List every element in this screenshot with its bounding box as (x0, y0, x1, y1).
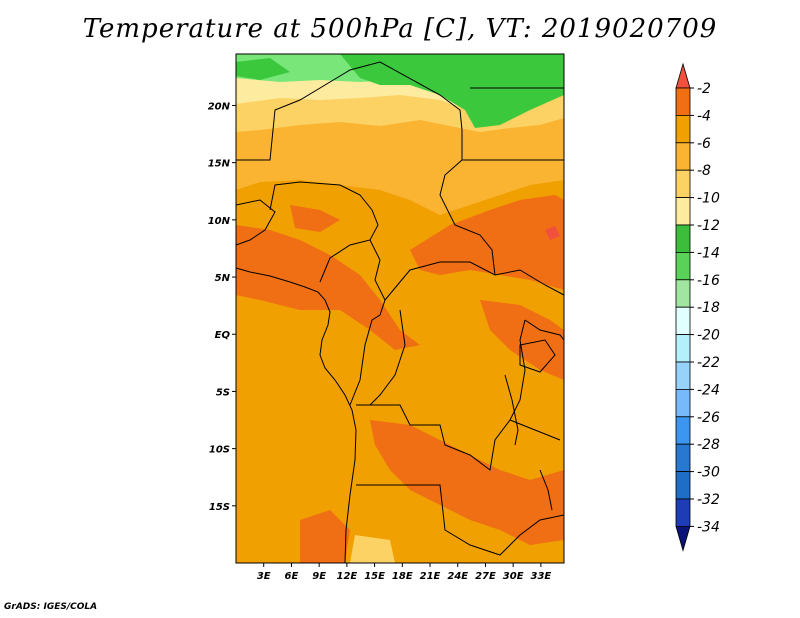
colorbar-label: -24 (697, 382, 720, 398)
field-band-green-west (236, 58, 290, 80)
lat-tick-label: EQ (215, 330, 231, 341)
colorbar-swatch (675, 224, 691, 253)
colorbar-label: -22 (697, 355, 720, 371)
border-mali-west (236, 199, 276, 246)
field-patch-dark-orange-2 (410, 195, 564, 290)
border-cameroon (369, 239, 386, 321)
lat-tick-label: 5N (215, 273, 231, 284)
lon-tick-label: 24E (447, 571, 468, 582)
colorbar-arrow-top (675, 62, 691, 89)
grads-credit: GrADS: IGES/COLA (4, 602, 98, 612)
chart-title: Temperature at 500hPa [C], VT: 201902070… (82, 14, 718, 44)
colorbar-swatch (675, 197, 691, 226)
colorbar-swatch (675, 87, 691, 116)
border-east-africa (509, 319, 564, 441)
colorbar-swatch (675, 471, 691, 500)
field-patch-dark-orange-4 (370, 420, 564, 545)
colorbar-label: -18 (697, 300, 720, 316)
lon-tick-label: 9E (312, 571, 326, 582)
border-congo-drc (349, 309, 406, 406)
lon-tick-label: 27E (475, 571, 496, 582)
field-patch-red (545, 226, 560, 240)
colorbar-swatch (675, 334, 691, 363)
colorbar-label: -16 (697, 273, 720, 289)
colorbar-swatch (675, 251, 691, 281)
longitude-axis: 3E 6E 9E 12E 15E 18E 21E 24E 27E 30E 33E (257, 563, 552, 582)
lat-tick-label: 15N (208, 159, 231, 170)
field-patch-dark-orange-6 (300, 510, 350, 563)
lat-tick-label: 5S (216, 387, 230, 398)
map-frame (235, 53, 565, 564)
coastline-west-africa (236, 267, 357, 563)
border-sudan (462, 87, 564, 161)
colorbar-label: -6 (697, 136, 711, 152)
latitude-axis: 20N 15N 10N 5N EQ 5S 10S 15S (208, 101, 236, 513)
colorbar-swatch (675, 361, 691, 390)
colorbar-label: -14 (697, 245, 720, 261)
colorbar-swatch (675, 279, 691, 308)
colorbar: -2 -4 -6 -8 -10 -12 -14 -16 -18 -20 -22 -24 -26 -28 -3… (675, 62, 720, 552)
colorbar-label: -12 (697, 218, 720, 234)
temperature-field (236, 54, 564, 563)
border-nigeria (269, 181, 379, 283)
colorbar-label: -2 (697, 81, 711, 97)
lon-tick-label: 18E (392, 571, 413, 582)
border-car (384, 261, 564, 301)
border-drc-angola (356, 319, 526, 471)
colorbar-label: -4 (697, 108, 711, 124)
lake-malawi (539, 469, 553, 511)
colorbar-swatch (675, 388, 691, 418)
colorbar-swatch (675, 306, 691, 336)
border-zambia-angola (356, 484, 564, 556)
colorbar-swatch (675, 498, 691, 527)
lat-tick-label: 15S (209, 502, 230, 513)
lon-tick-label: 6E (285, 571, 299, 582)
lat-tick-label: 20N (208, 101, 231, 112)
colorbar-swatch (675, 169, 691, 198)
lon-tick-label: 3E (257, 571, 271, 582)
colorbar-swatch (675, 142, 691, 171)
lon-tick-label: 30E (503, 571, 524, 582)
field-band-green (340, 54, 564, 128)
lat-tick-label: 10S (209, 445, 230, 456)
colorbar-label: -32 (697, 492, 720, 508)
lat-tick-label: 10N (208, 216, 231, 227)
colorbar-swatch (675, 443, 691, 473)
lon-tick-label: 33E (531, 571, 552, 582)
colorbar-label: -30 (697, 465, 720, 481)
colorbar-arrow-bottom (675, 526, 691, 552)
colorbar-label: -8 (697, 163, 711, 179)
colorbar-label: -26 (697, 410, 720, 426)
lon-tick-label: 15E (364, 571, 385, 582)
border-niger-chad (439, 130, 496, 276)
political-boundaries (236, 61, 564, 563)
colorbar-swatch (675, 416, 691, 445)
field-patch-dark-orange-5 (290, 205, 340, 232)
lake-victoria (519, 339, 556, 373)
field-patch-dark-orange-3 (480, 300, 564, 380)
colorbar-label: -28 (697, 437, 720, 453)
lon-tick-label: 12E (336, 571, 357, 582)
field-patch-light-orange-south (350, 535, 395, 563)
lon-tick-label: 21E (420, 571, 441, 582)
border-mali-algeria (236, 61, 463, 161)
colorbar-label: -34 (697, 519, 720, 535)
colorbar-label: -10 (697, 191, 720, 207)
colorbar-label: -20 (697, 328, 720, 344)
lake-tanganyika (504, 374, 519, 446)
colorbar-swatch (675, 115, 691, 144)
